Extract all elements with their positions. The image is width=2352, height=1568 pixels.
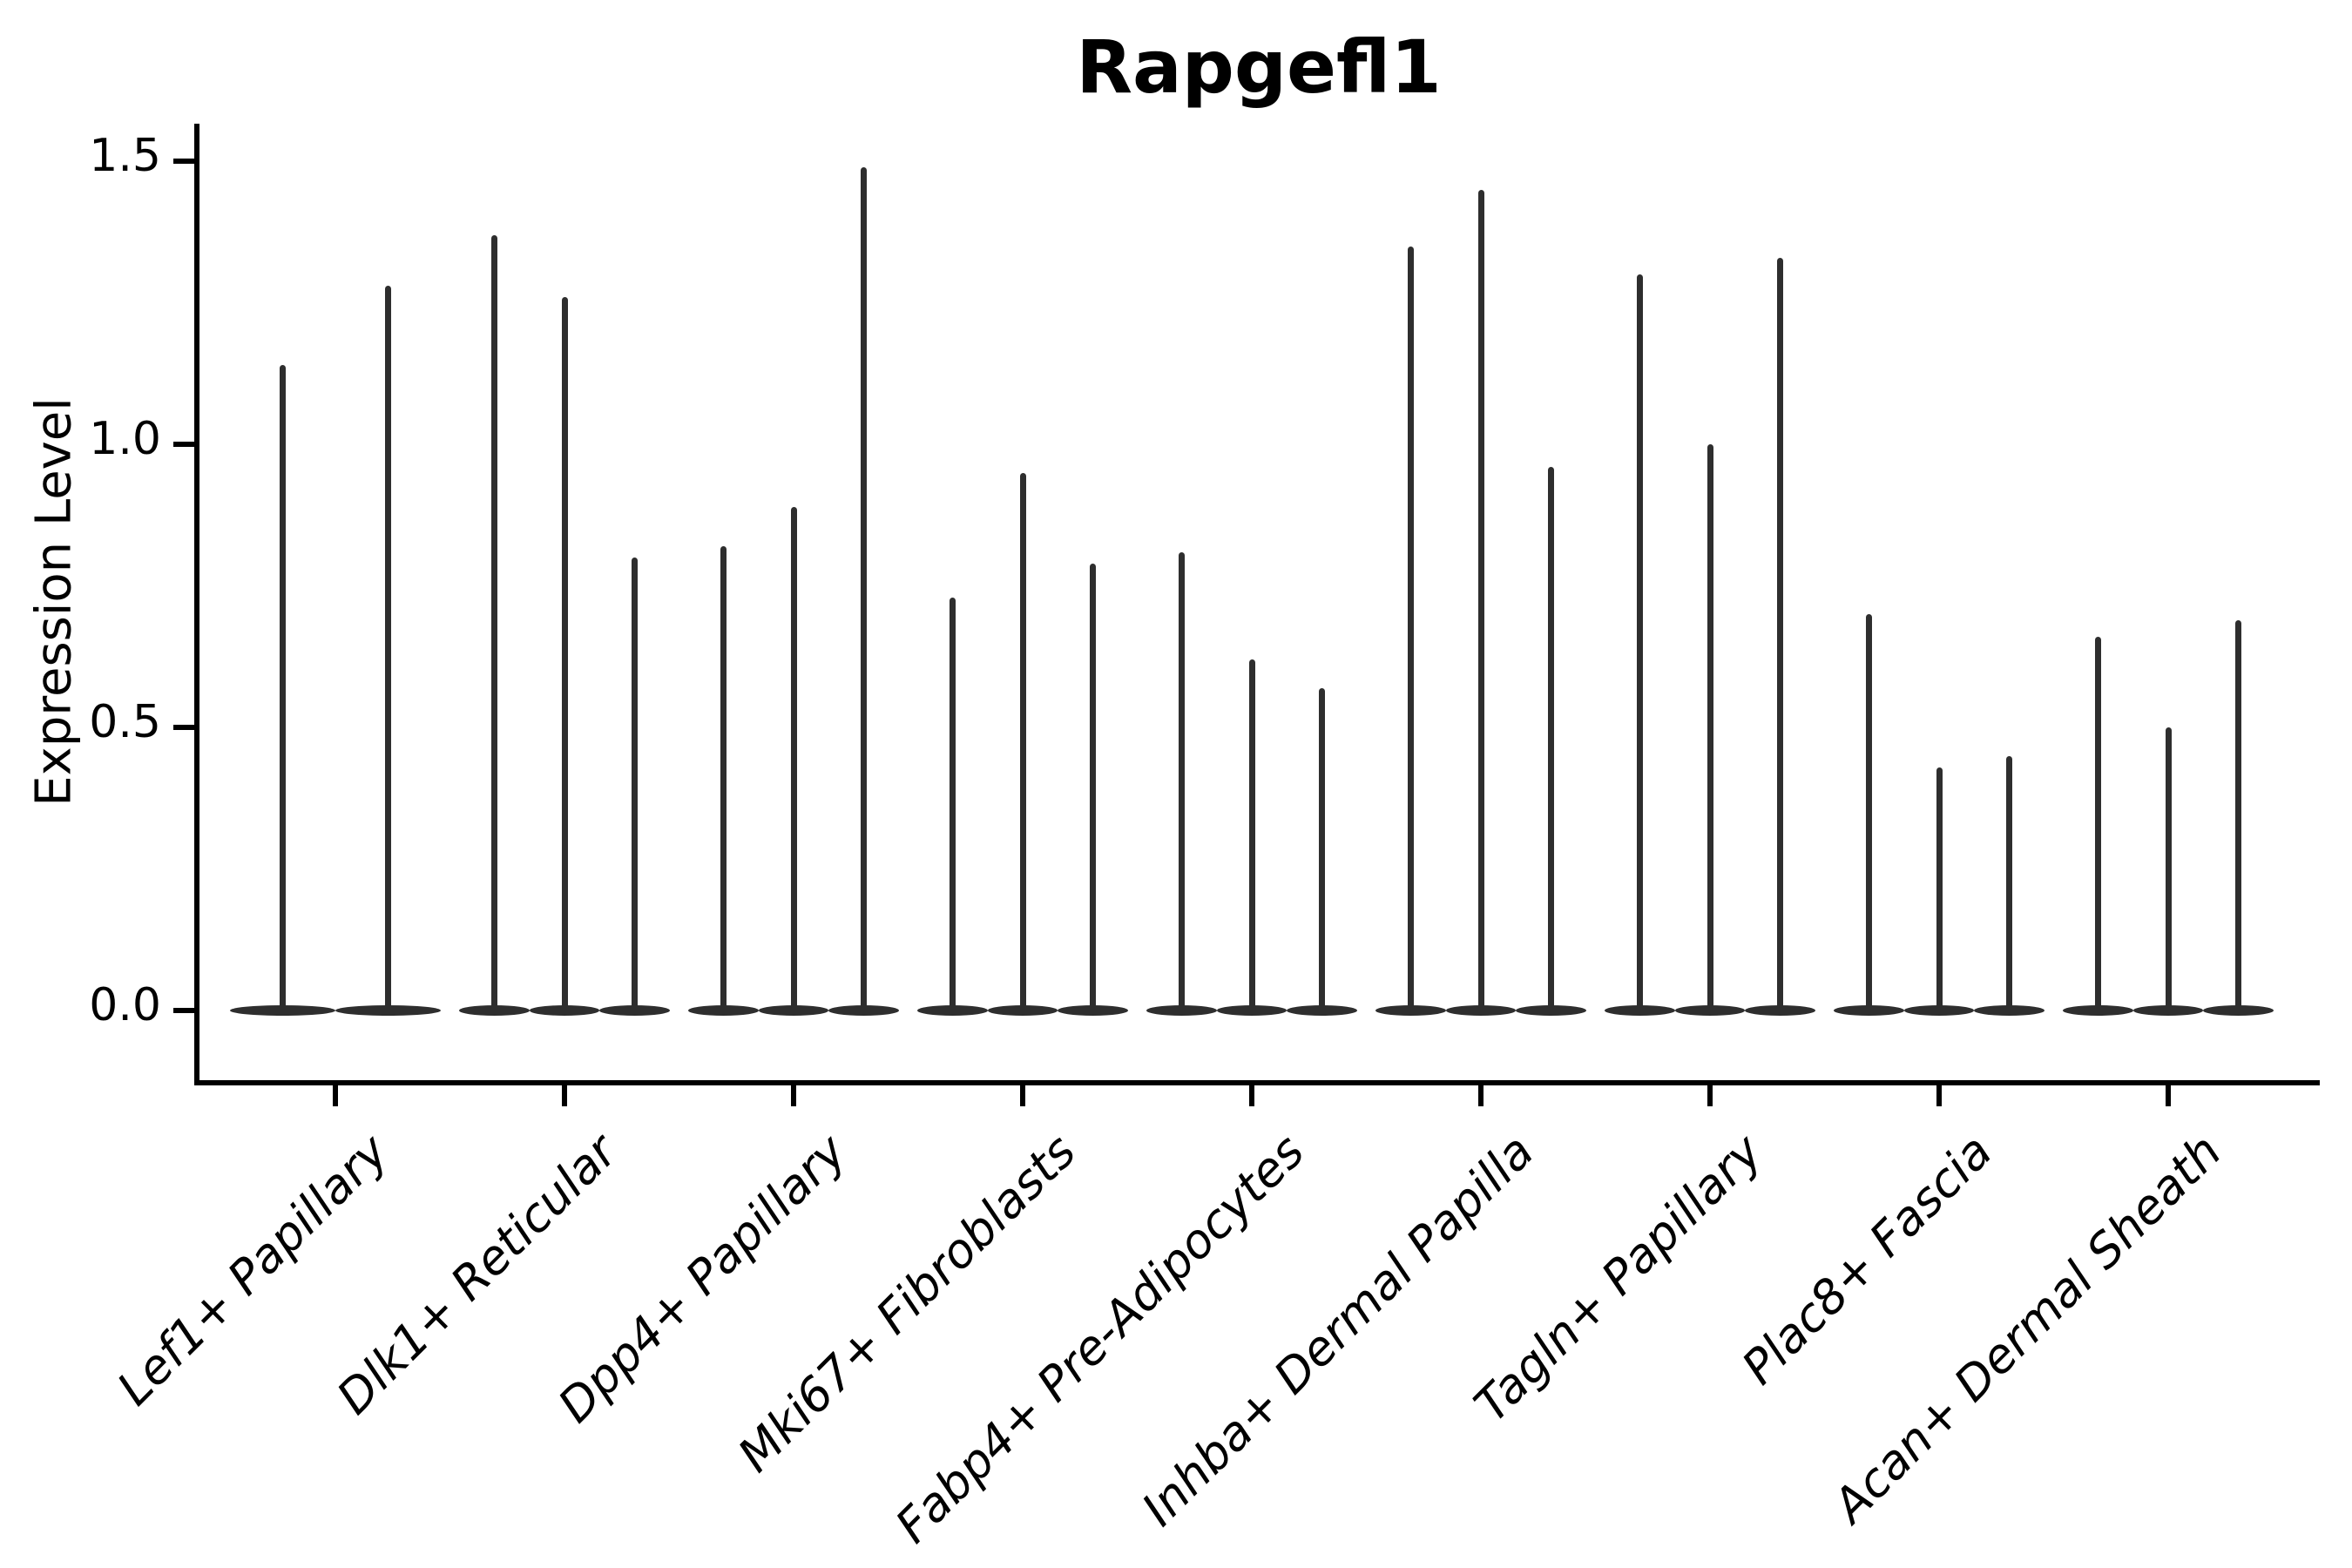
x-tick-label: Fabp4+ Pre-Adipocytes (885, 1124, 1315, 1554)
violin-spike (1636, 274, 1643, 1012)
y-tick-label: 1.0 (89, 413, 161, 465)
violin-spike (1865, 614, 1872, 1012)
violin-spike (1936, 767, 1943, 1012)
violin-spike (2165, 727, 2172, 1012)
violin-spike (1477, 189, 1484, 1012)
y-tick-mark (173, 725, 194, 730)
violin-spike (2235, 619, 2242, 1012)
violin-spike (632, 558, 639, 1012)
x-axis-spine (194, 1080, 2320, 1085)
x-tick-mark (333, 1085, 338, 1106)
violin-spike (561, 297, 568, 1012)
violin-spike (1777, 257, 1784, 1012)
x-tick-mark (1478, 1085, 1484, 1106)
violin-spike (1248, 659, 1255, 1012)
x-tick-mark (1936, 1085, 1942, 1106)
violin-spike (1548, 467, 1555, 1012)
y-tick-mark (173, 442, 194, 447)
chart-title: Rapgefl1 (1076, 24, 1442, 110)
y-tick-mark (173, 159, 194, 164)
violin-spike (2094, 637, 2101, 1012)
violin-spike (949, 597, 956, 1012)
x-tick-mark (791, 1085, 796, 1106)
violin-spike (1707, 444, 1713, 1012)
violin-spike (385, 286, 391, 1012)
y-tick-mark (173, 1008, 194, 1013)
y-axis-spine (194, 124, 199, 1085)
violin-spike (1407, 246, 1414, 1012)
y-tick-label: 1.5 (89, 130, 161, 182)
violin-spike (790, 506, 797, 1012)
violin-spike (1178, 551, 1185, 1012)
violin-spike (1019, 472, 1026, 1012)
y-axis-label: Expression Level (25, 397, 83, 807)
violin-spike (280, 365, 286, 1012)
violin-spike (490, 234, 497, 1012)
violin-spike (2006, 755, 2013, 1012)
violin-spike (1319, 687, 1326, 1012)
x-tick-label: Inhba+ Dermal Papilla (1131, 1124, 1544, 1537)
violin-spike (1090, 563, 1097, 1012)
x-tick-mark (1707, 1085, 1713, 1106)
x-tick-mark (562, 1085, 567, 1106)
y-tick-label: 0.0 (89, 979, 161, 1031)
x-tick-mark (1020, 1085, 1025, 1106)
x-tick-mark (1249, 1085, 1254, 1106)
x-tick-label: Acan+ Dermal Sheath (1821, 1124, 2232, 1533)
x-tick-mark (2166, 1085, 2171, 1106)
y-tick-label: 0.5 (89, 696, 161, 748)
violin-spike (720, 546, 727, 1012)
violin-spike (861, 166, 868, 1012)
